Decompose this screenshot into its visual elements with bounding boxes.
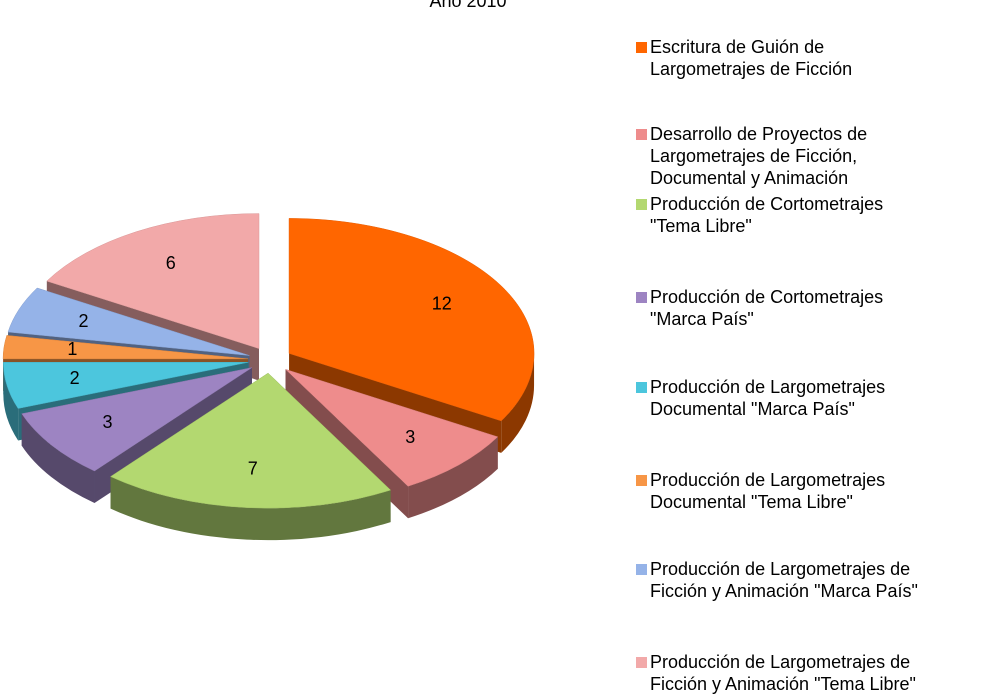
data-label: 3: [405, 427, 415, 447]
slice: [288, 218, 535, 422]
legend-label: Producción de Cortometrajes "Tema Libre": [650, 194, 884, 236]
slice: [21, 367, 253, 472]
legend-swatch: [636, 657, 647, 668]
slice-wall: [110, 476, 391, 541]
data-label: 2: [70, 368, 80, 388]
legend-label: Producción de Largometrajes Documental "…: [650, 470, 886, 512]
data-label: 1: [67, 339, 77, 359]
slice: [46, 213, 260, 349]
slice-wall: [3, 362, 19, 441]
legend-swatch: [636, 199, 647, 210]
slice: [2, 335, 249, 360]
slice-wall: [408, 436, 498, 519]
slice: [285, 369, 499, 487]
data-label: 12: [432, 294, 452, 314]
slice-wall: [501, 353, 535, 453]
slice: [3, 362, 249, 409]
legend-swatch: [636, 292, 647, 303]
data-label: 3: [102, 412, 112, 432]
legend-label: Producción de Largometrajes de Ficción y…: [650, 652, 916, 694]
data-label: 2: [79, 311, 89, 331]
legend-label: Producción de Largometrajes Documental "…: [650, 377, 886, 419]
legend-label: Producción de Largometrajes de Ficción y…: [650, 559, 918, 601]
slice: [7, 287, 250, 356]
data-label: 7: [248, 459, 258, 479]
slice-wall: [21, 413, 95, 503]
legend-label: Producción de Cortometrajes "Marca País": [650, 287, 884, 329]
legend-swatch: [636, 475, 647, 486]
legend-swatch: [636, 564, 647, 575]
legend-swatch: [636, 382, 647, 393]
legend-swatch: [636, 129, 647, 140]
legend-label: Desarrollo de Proyectos de Largometrajes…: [650, 124, 868, 188]
data-label: 6: [166, 253, 176, 273]
slice: [110, 372, 392, 509]
legend-swatch: [636, 42, 647, 53]
chart-title: Año 2010: [429, 0, 506, 11]
legend-label: Escritura de Guión de Largometrajes de F…: [650, 37, 853, 79]
